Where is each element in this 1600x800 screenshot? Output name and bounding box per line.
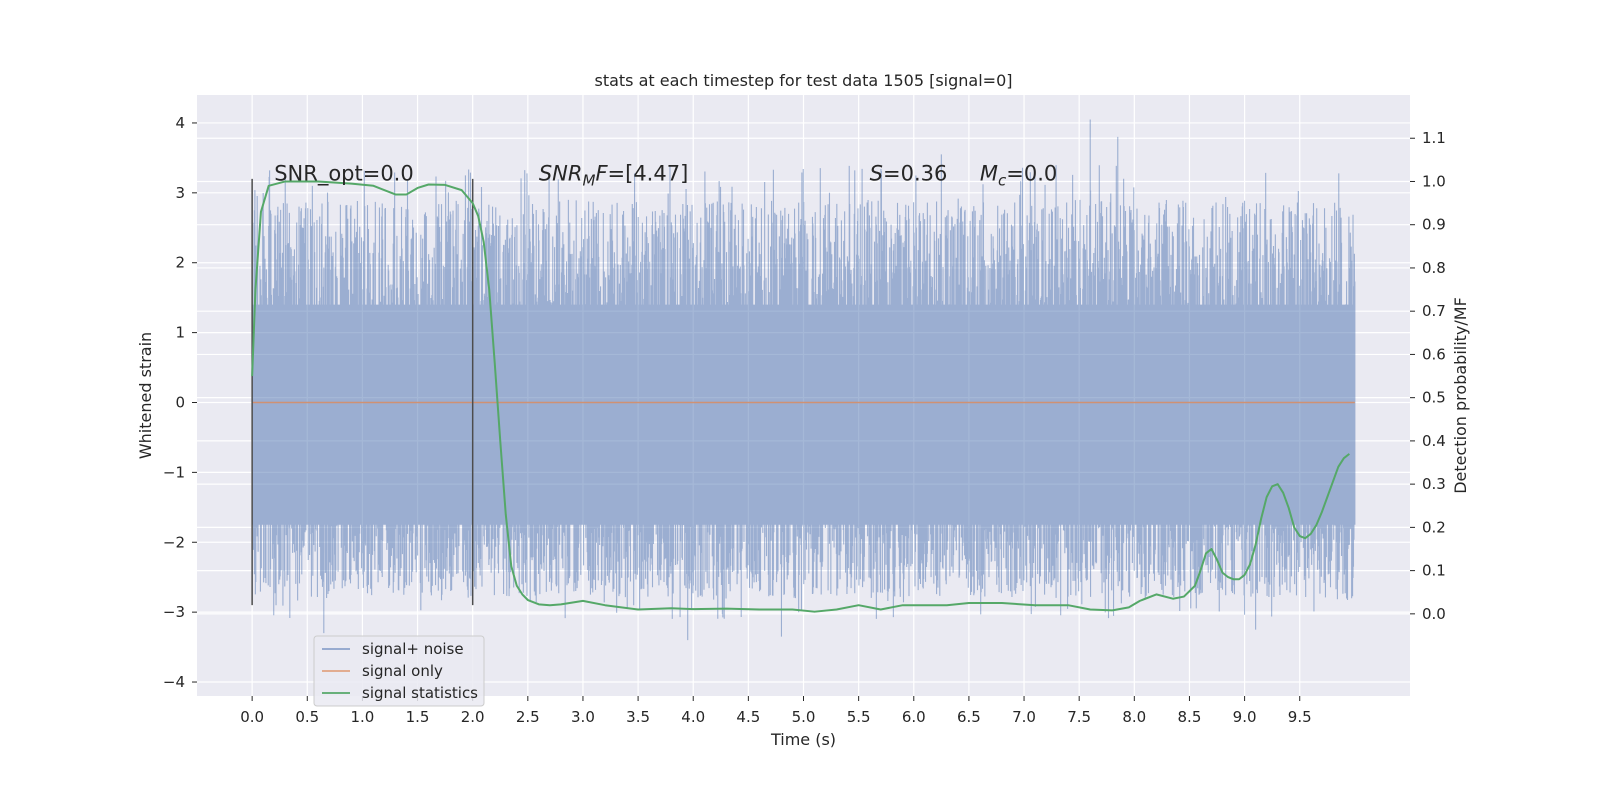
x-tick-label: 1.0 [350, 708, 374, 726]
y-axis-label: Whitened strain [136, 332, 155, 459]
y-tick-label: 3 [175, 184, 185, 202]
x-tick-label: 4.0 [681, 708, 705, 726]
signal-statistics-line [251, 180, 1350, 613]
y-axis-right-label: Detection probability/MF [1451, 297, 1470, 494]
legend-label-signal-only: signal only [362, 662, 443, 680]
y-tick-label: −1 [163, 463, 185, 481]
y-right-tick-label: 0.3 [1422, 475, 1446, 493]
axis-ticks: 0.0 0.5 1.0 1.5 2.0 2.5 3.0 3.5 4.0 4.5 5.0 5.5 6.0 6… [163, 114, 1446, 726]
y-tick-label: 1 [175, 324, 185, 342]
y-right-tick-label: 1.1 [1422, 129, 1446, 147]
x-tick-label: 1.5 [406, 708, 430, 726]
x-tick-label: 6.5 [957, 708, 981, 726]
y-right-tick-label: 0.8 [1422, 259, 1446, 277]
annotation-mc-value: Mc=0.0 [980, 161, 1057, 189]
y-right-tick-label: 1.0 [1422, 172, 1446, 190]
annotations: SNR_opt=0.0 SNRMF=[4.47] S=0.36 Mc=0.0 [274, 161, 1057, 189]
x-axis-label: Time (s) [770, 730, 836, 749]
x-tick-label: 8.5 [1178, 708, 1202, 726]
annotation-snr-mf: SNRMF=[4.47] [539, 161, 688, 189]
x-tick-label: 2.0 [461, 708, 485, 726]
x-tick-label: 7.5 [1067, 708, 1091, 726]
vertical-markers [251, 178, 474, 606]
y-right-tick-label: 0.7 [1422, 302, 1446, 320]
x-tick-label: 5.5 [847, 708, 871, 726]
x-tick-label: 8.0 [1122, 708, 1146, 726]
y-tick-label: 2 [175, 254, 185, 272]
x-tick-label: 4.5 [736, 708, 760, 726]
legend-label-signal-statistics: signal statistics [362, 684, 478, 702]
x-tick-label: 3.5 [626, 708, 650, 726]
legend: signal+ noise signal only signal statist… [313, 635, 485, 707]
y-right-tick-label: 0.6 [1422, 345, 1446, 363]
legend-box [313, 635, 485, 707]
x-tick-label: 7.0 [1012, 708, 1036, 726]
y-right-tick-label: 0.4 [1422, 432, 1446, 450]
y-tick-label: 4 [175, 114, 185, 132]
series-signal-statistics [251, 180, 1350, 613]
y-tick-label: 0 [175, 393, 185, 411]
x-tick-label: 0.0 [240, 708, 264, 726]
y-right-tick-label: 0.5 [1422, 389, 1446, 407]
chart-title: stats at each timestep for test data 150… [594, 71, 1012, 90]
y-right-tick-label: 0.2 [1422, 518, 1446, 536]
x-tick-label: 9.0 [1233, 708, 1257, 726]
annotation-snr-opt: SNR_opt=0.0 [274, 161, 414, 186]
annotation-s-value: S=0.36 [870, 161, 948, 185]
x-tick-label: 5.0 [792, 708, 816, 726]
x-tick-label: 9.5 [1288, 708, 1312, 726]
y-tick-label: −2 [163, 533, 185, 551]
y-tick-label: −3 [163, 603, 185, 621]
x-tick-label: 3.0 [571, 708, 595, 726]
x-tick-label: 2.5 [516, 708, 540, 726]
y-right-tick-label: 0.0 [1422, 605, 1446, 623]
y-tick-label: −4 [163, 673, 185, 691]
legend-label-signal-noise: signal+ noise [362, 640, 464, 658]
y-right-tick-label: 0.9 [1422, 216, 1446, 234]
y-right-tick-label: 0.1 [1422, 562, 1446, 580]
x-tick-label: 0.5 [295, 708, 319, 726]
x-tick-label: 6.0 [902, 708, 926, 726]
